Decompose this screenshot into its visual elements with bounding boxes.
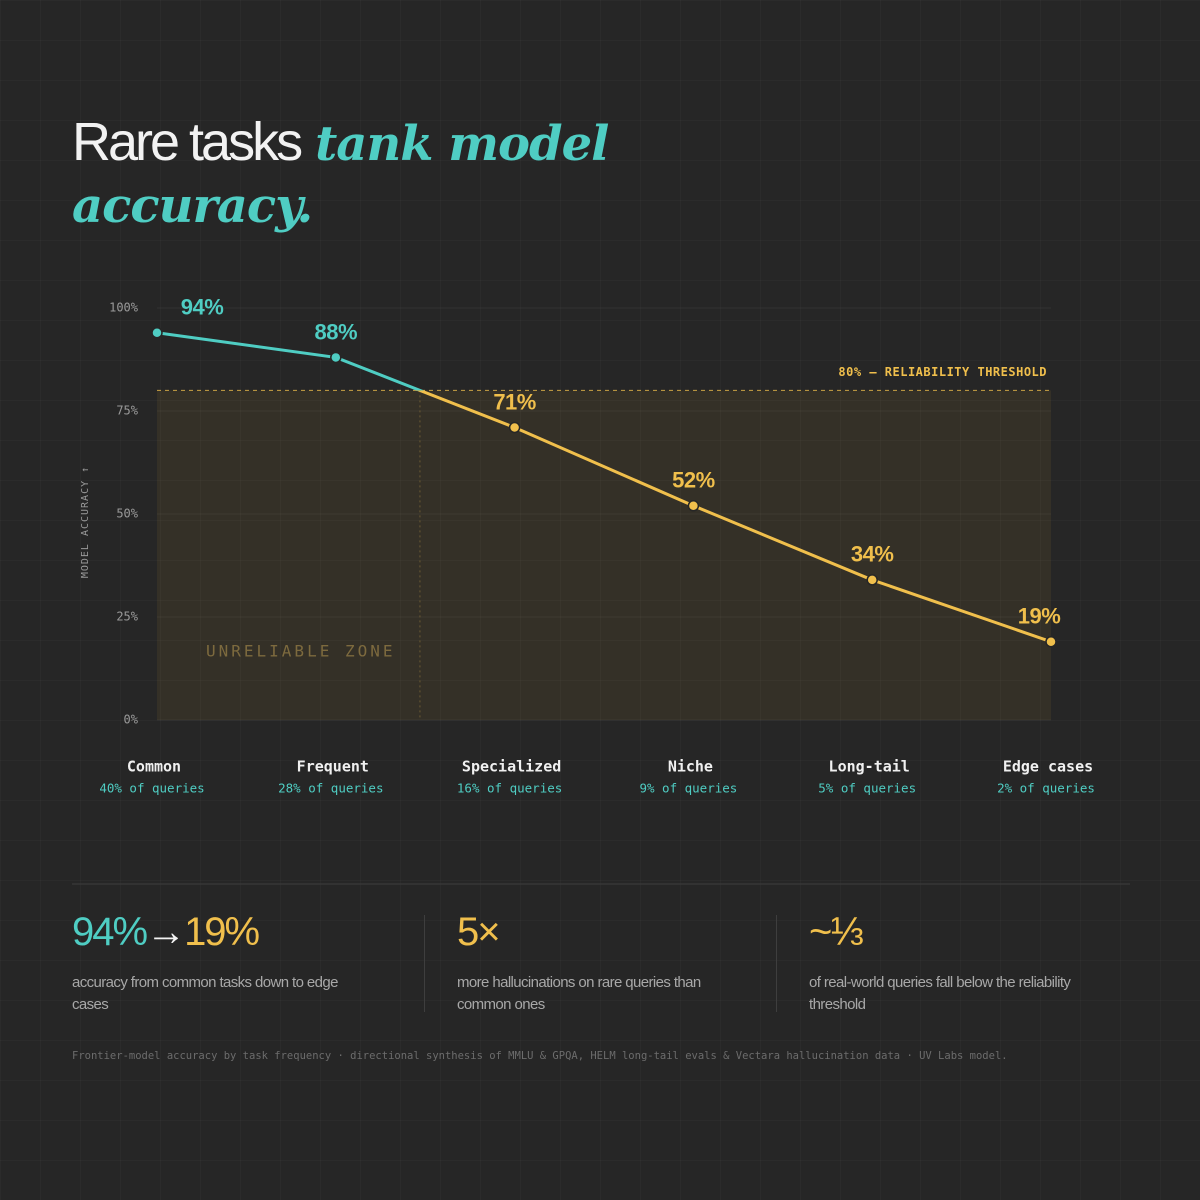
y-axis-label: MODEL ACCURACY ↑ <box>80 466 91 578</box>
line-above <box>156 331 425 391</box>
value-label: 19% <box>1018 604 1061 629</box>
threshold-label: 80% — RELIABILITY THRESHOLD <box>838 365 1047 379</box>
stat-arrow: → <box>146 910 186 954</box>
point <box>508 421 521 434</box>
stat-text: more hallucinations on rare queries than… <box>457 974 701 1013</box>
x-tick-label: Common <box>127 758 181 776</box>
separator <box>776 915 777 1012</box>
stat: ~⅓ of real-world queries fall below the … <box>809 910 1109 1016</box>
x-tick-subtitle: 40% of queries <box>99 781 204 796</box>
y-tick-label: 25% <box>116 610 138 624</box>
x-tick-label: Niche <box>668 758 713 776</box>
stat: 94%→19% accuracy from common tasks down … <box>72 910 372 1016</box>
zone-label: UNRELIABLE ZONE <box>206 642 396 661</box>
value-label: 88% <box>315 319 358 344</box>
line-below <box>415 390 1052 644</box>
stat-value: 5× <box>457 910 501 954</box>
x-tick-subtitle: 2% of queries <box>997 781 1095 796</box>
stat-value: ~⅓ <box>809 910 864 954</box>
title-emphasis: tank model accuracy. <box>72 116 609 234</box>
value-label: 34% <box>851 542 894 567</box>
stat-text: of real-world queries fall below the rel… <box>809 974 1071 1013</box>
title-plain: Rare tasks <box>72 112 303 172</box>
stat-to: 19% <box>184 910 260 954</box>
x-tick-label: Long-tail <box>829 758 910 776</box>
point <box>866 574 878 586</box>
value-label: 71% <box>493 389 536 414</box>
x-tick-subtitle: 9% of queries <box>639 781 737 796</box>
x-tick-subtitle: 28% of queries <box>278 781 383 796</box>
x-tick-label: Frequent <box>297 758 369 776</box>
title: Rare tasks tank model accuracy. <box>72 112 632 236</box>
point <box>687 500 700 512</box>
separator <box>424 915 425 1012</box>
value-label: 52% <box>672 468 715 493</box>
footnote: Frontier-model accuracy by task frequenc… <box>72 1050 1008 1062</box>
stat: 5× more hallucinations on rare queries t… <box>457 910 757 1016</box>
y-tick-label: 75% <box>116 404 138 418</box>
x-tick-subtitle: 16% of queries <box>457 781 562 796</box>
x-tick-label: Specialized <box>462 758 561 776</box>
stat-from: 94% <box>72 910 148 954</box>
y-tick-label: 100% <box>109 301 139 315</box>
x-tick-subtitle: 5% of queries <box>818 781 916 796</box>
y-tick-label: 50% <box>116 507 138 521</box>
x-tick-label: Edge cases <box>1003 758 1093 776</box>
stat-text: accuracy from common tasks down to edge … <box>72 974 339 1013</box>
point <box>330 351 342 364</box>
value-label: 94% <box>181 295 224 320</box>
point <box>1045 635 1057 648</box>
y-tick-label: 0% <box>124 713 139 727</box>
unreliable-zone <box>157 390 1051 720</box>
point <box>151 326 163 339</box>
